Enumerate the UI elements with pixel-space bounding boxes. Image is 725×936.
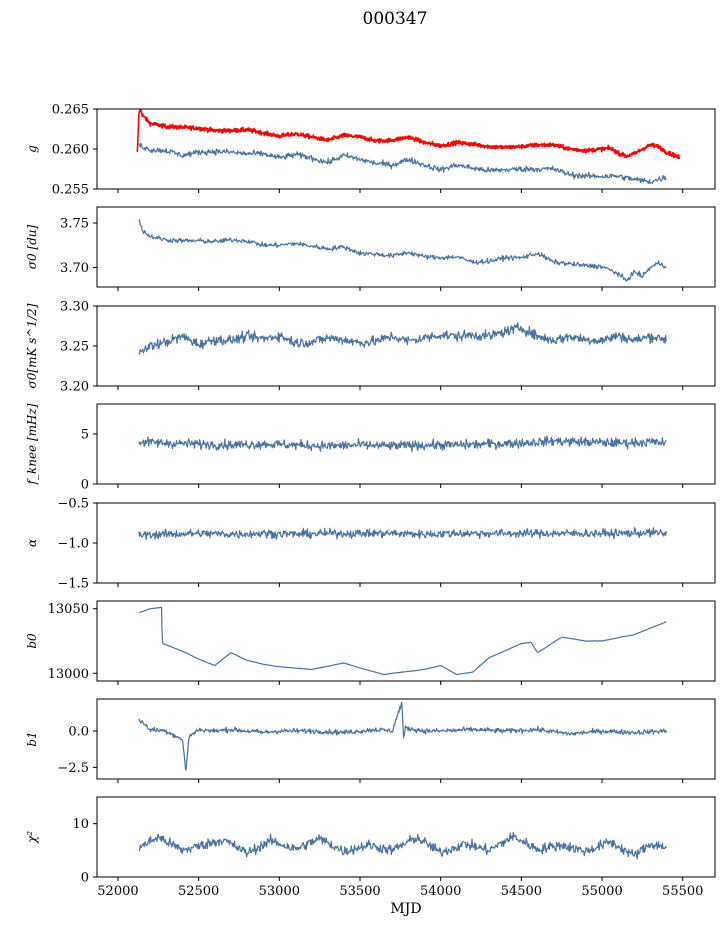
y-tick-label: −1.0 <box>57 537 89 552</box>
y-tick-label: 0.0 <box>68 725 89 740</box>
series-line-b0 <box>138 606 667 676</box>
y-tick-label: 3.25 <box>60 340 89 355</box>
y-axis-label: α <box>25 539 39 547</box>
x-tick-label: 53500 <box>339 884 380 899</box>
series-line-sigma0_mK <box>138 322 667 355</box>
y-tick-label: −2.5 <box>57 761 89 776</box>
y-tick-label: 3.70 <box>60 261 89 276</box>
y-tick-label: −1.5 <box>57 577 89 592</box>
y-tick-label: 0.260 <box>52 143 89 158</box>
y-tick-label: 3.75 <box>60 217 89 232</box>
axes-frame <box>96 305 716 387</box>
panel-sigma0_du: 3.70 3.75 σ0 [du] <box>25 206 716 291</box>
x-tick-label: 55500 <box>662 884 703 899</box>
series-line-g_red <box>136 109 681 160</box>
x-tick-label: 53000 <box>259 884 300 899</box>
y-axis-label: χ² <box>25 831 39 844</box>
series-line-g <box>138 142 667 185</box>
series-line-alpha <box>138 527 667 541</box>
series-line-b1 <box>138 701 667 771</box>
y-axis-label: g <box>25 145 39 153</box>
y-axis-label: σ0[mK s^1/2] <box>25 303 39 388</box>
axes-frame <box>96 206 716 288</box>
y-tick-label: 0.265 <box>52 103 89 118</box>
x-tick-label: 52000 <box>97 884 138 899</box>
x-tick-label: 52500 <box>178 884 219 899</box>
y-tick-label: 5 <box>81 428 89 443</box>
panel-b1: −2.5 0.0 b1 <box>25 698 716 783</box>
y-tick-label: 10 <box>72 817 89 832</box>
y-tick-label: 3.20 <box>60 380 89 395</box>
panel-sigma0_mK: 3.20 3.25 3.30 σ0[mK s^1/2] <box>25 300 716 395</box>
panel-g_red: 0.255 0.260 0.265 g <box>25 103 716 198</box>
series-line-sigma0_du <box>138 219 667 282</box>
panel-fknee: 0 5 f_knee [mHz] <box>25 403 716 493</box>
y-tick-label: 13000 <box>48 667 89 682</box>
x-tick-label: 54000 <box>420 884 461 899</box>
y-tick-label: 3.30 <box>60 300 89 315</box>
axes-frame <box>96 796 716 878</box>
series-line-chi2 <box>138 831 667 860</box>
y-tick-label: 0 <box>81 871 89 886</box>
panel-alpha: −1.5 −1.0 −0.5 α <box>25 497 716 592</box>
y-axis-label: b1 <box>25 731 39 746</box>
axes-frame <box>96 403 716 485</box>
x-axis-label: MJD <box>390 901 421 917</box>
x-tick-label: 54500 <box>501 884 542 899</box>
y-tick-label: 0 <box>81 478 89 493</box>
panel-chi2: 0 10 52000 52500 53000 53500 54000 54500 55000 55… <box>25 796 716 917</box>
y-axis-label: σ0 [du] <box>25 224 39 269</box>
y-tick-label: 13050 <box>48 602 89 617</box>
panel-b0: 13000 13050 b0 <box>25 600 716 685</box>
y-axis-label: f_knee [mHz] <box>25 403 39 485</box>
y-tick-label: −0.5 <box>57 497 89 512</box>
x-tick-label: 55000 <box>581 884 622 899</box>
axes-frame <box>96 600 716 682</box>
figure-title: 000347 <box>363 9 428 29</box>
axes-frame <box>96 698 716 780</box>
y-tick-label: 0.255 <box>52 183 89 198</box>
y-axis-label: b0 <box>25 633 39 649</box>
series-line-fknee <box>138 435 667 453</box>
axes-frame <box>96 502 716 584</box>
